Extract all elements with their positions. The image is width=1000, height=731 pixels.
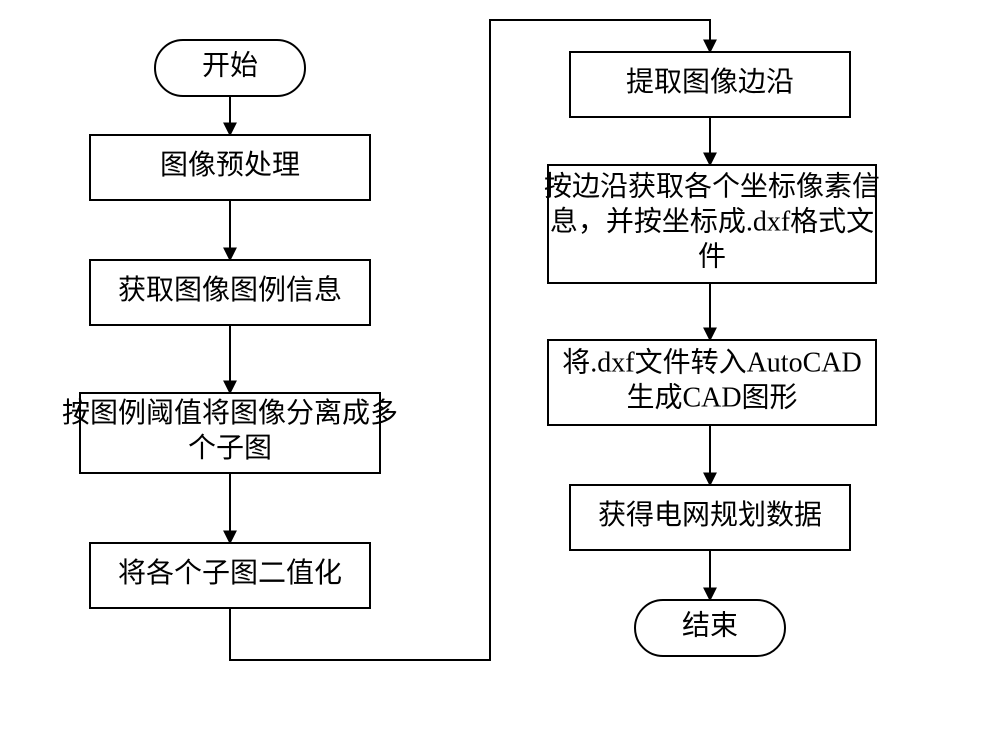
flow-node-n2: 获取图像图例信息 [90,260,370,325]
flow-node-end: 结束 [635,600,785,656]
flow-node-label: 获得电网规划数据 [598,499,822,531]
flow-node-label: 图像预处理 [160,149,300,181]
flow-node-n6: 按边沿获取各个坐标像素信息，并按坐标成.dxf格式文件 [544,165,880,283]
flow-node-n3: 按图例阈值将图像分离成多个子图 [62,393,398,473]
flow-node-label: 个子图 [188,433,272,464]
flow-node-start: 开始 [155,40,305,96]
flow-node-n1: 图像预处理 [90,135,370,200]
flow-node-label: 将.dxf文件转入AutoCAD [562,346,861,378]
flowchart-canvas: 开始图像预处理获取图像图例信息按图例阈值将图像分离成多个子图将各个子图二值化 提取… [0,0,1000,731]
flow-node-label: 开始 [202,49,258,81]
flow-node-label: 息，并按坐标成.dxf格式文 [550,205,874,237]
flow-node-label: 按边沿获取各个坐标像素信 [544,170,880,202]
flow-node-n8: 获得电网规划数据 [570,485,850,550]
flow-node-label: 结束 [682,609,738,641]
flow-node-label: 将各个子图二值化 [118,557,342,589]
flow-node-label: 件 [698,240,726,272]
flow-node-label: 生成CAD图形 [626,381,797,413]
flow-node-label: 获取图像图例信息 [118,274,342,306]
flow-node-n5: 提取图像边沿 [570,52,850,117]
flow-node-n7: 将.dxf文件转入AutoCAD生成CAD图形 [548,340,876,425]
flow-node-n4: 将各个子图二值化 [90,543,370,608]
flow-node-label: 按图例阈值将图像分离成多 [62,397,398,429]
flow-node-label: 提取图像边沿 [626,66,794,98]
